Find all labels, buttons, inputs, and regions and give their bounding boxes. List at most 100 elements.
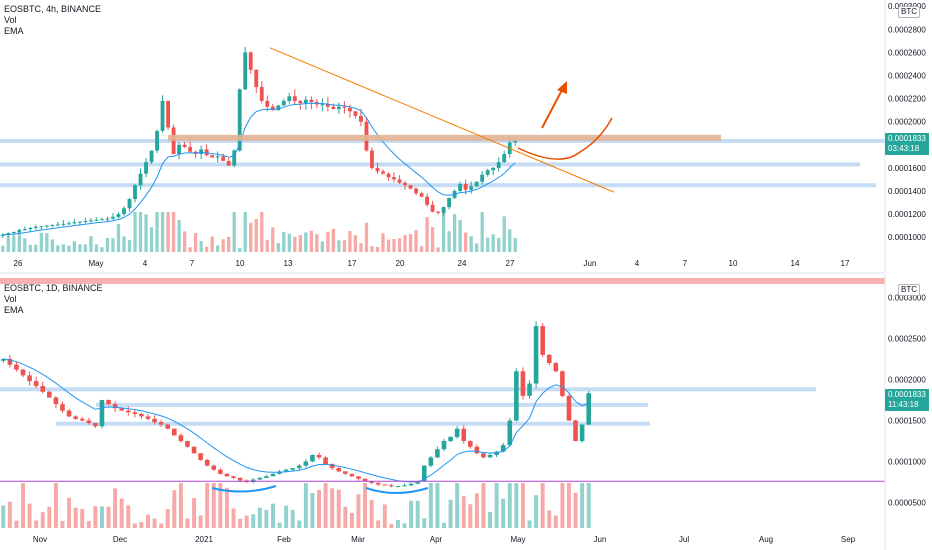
volume-bar xyxy=(580,483,585,528)
candle-up xyxy=(448,436,453,442)
candle-up xyxy=(496,162,501,168)
volume-bar xyxy=(264,509,269,528)
candle-down xyxy=(226,160,231,166)
candle-down xyxy=(218,469,223,474)
candle-up xyxy=(270,473,276,477)
volume-bar xyxy=(106,506,111,528)
candle-down xyxy=(386,173,391,178)
candle-up xyxy=(491,167,496,171)
candle-down xyxy=(382,484,388,486)
volume-bar xyxy=(520,483,525,528)
volume-bar xyxy=(547,510,552,528)
top-ema-label[interactable]: EMA xyxy=(4,26,24,36)
candle-up xyxy=(487,454,493,458)
volume-bar xyxy=(126,505,131,528)
volume-bar xyxy=(254,219,258,252)
volume-bar xyxy=(497,237,501,252)
resistance-band xyxy=(168,134,721,141)
bottom-currency-tag[interactable]: BTC xyxy=(898,284,920,296)
volume-bar xyxy=(303,483,308,528)
candle-up xyxy=(237,89,242,151)
volume-bar xyxy=(349,512,354,528)
volume-bar xyxy=(363,483,368,528)
time-tick-label: 27 xyxy=(506,259,515,268)
candle-up xyxy=(105,218,110,220)
price-tick-label: 0.0002600 xyxy=(888,48,926,57)
time-tick-label: 4 xyxy=(143,259,148,268)
price-tick-label: 0.0002800 xyxy=(888,25,926,34)
candle-down xyxy=(375,482,381,485)
candle-down xyxy=(540,326,545,355)
bottom-vol-label[interactable]: Vol xyxy=(4,294,17,304)
candle-down xyxy=(66,410,72,417)
ema-line xyxy=(2,102,516,236)
candle-up xyxy=(160,100,165,131)
volume-bar xyxy=(480,212,484,252)
volume-bar xyxy=(89,236,93,252)
volume-bar xyxy=(507,483,512,528)
candle-down xyxy=(33,381,39,387)
time-tick-label: 10 xyxy=(729,259,738,268)
price-tick-label: 0.0001000 xyxy=(888,233,926,242)
candle-up xyxy=(127,199,132,209)
candle-up xyxy=(243,52,248,90)
candle-up xyxy=(428,457,434,466)
candle-down xyxy=(349,473,355,477)
volume-bar xyxy=(127,240,132,252)
top-currency-tag[interactable]: BTC xyxy=(898,6,920,18)
candle-down xyxy=(270,106,275,111)
candle-down xyxy=(27,375,32,382)
candle-down xyxy=(430,204,435,212)
volume-bar xyxy=(488,511,493,528)
candle-down xyxy=(47,391,52,398)
candle-up xyxy=(11,231,16,234)
volume-bar xyxy=(34,520,39,528)
volume-bar xyxy=(452,214,457,252)
candle-up xyxy=(507,420,513,446)
candle-down xyxy=(237,477,243,481)
candle-up xyxy=(586,393,592,425)
candle-down xyxy=(331,106,336,109)
volume-bar xyxy=(138,212,143,252)
candle-up xyxy=(44,225,49,227)
volume-bar xyxy=(356,494,361,528)
top-chart-4h[interactable]: 0.0001000 0.0001200 0.0001400 0.0001600 0.00… xyxy=(0,0,926,272)
candle-down xyxy=(125,410,131,413)
volume-bar xyxy=(166,212,170,252)
bottom-countdown: 11:43:18 xyxy=(888,400,919,409)
bottom-symbol-label[interactable]: EOSBTC, 1D, BINANCE xyxy=(4,283,103,293)
volume-bar xyxy=(494,483,499,528)
candle-down xyxy=(185,441,190,447)
candle-up xyxy=(100,219,104,221)
candle-down xyxy=(369,481,374,483)
volume-bar xyxy=(39,232,43,252)
volume-bar xyxy=(21,483,25,528)
volume-bar xyxy=(364,222,369,252)
candle-down xyxy=(204,459,210,466)
volume-bar xyxy=(67,245,71,252)
candle-down xyxy=(343,471,348,474)
volume-bar xyxy=(502,216,506,252)
volume-bar xyxy=(139,522,144,528)
volume-bar xyxy=(436,247,440,252)
candle-up xyxy=(485,170,490,175)
candle-down xyxy=(309,99,314,103)
candle-down xyxy=(375,167,380,172)
volume-bar xyxy=(182,231,187,252)
volume-bar xyxy=(342,240,347,252)
volume-bar xyxy=(527,520,532,528)
volume-bar xyxy=(67,497,72,528)
time-tick-label: Jun xyxy=(584,259,597,268)
volume-bar xyxy=(435,483,440,528)
top-vol-label[interactable]: Vol xyxy=(4,15,17,25)
candle-up xyxy=(111,216,115,219)
volume-bar xyxy=(45,233,49,252)
candle-up xyxy=(33,226,38,228)
top-symbol-label[interactable]: EOSBTC, 4h, BINANCE xyxy=(4,4,102,14)
bottom-chart-1d[interactable]: 0.0000500 0.0001000 0.0001500 0.0002000 0.00… xyxy=(0,272,926,550)
candle-down xyxy=(381,171,385,174)
candle-down xyxy=(560,371,565,396)
candle-up xyxy=(458,184,463,191)
bottom-ema-label[interactable]: EMA xyxy=(4,305,24,315)
